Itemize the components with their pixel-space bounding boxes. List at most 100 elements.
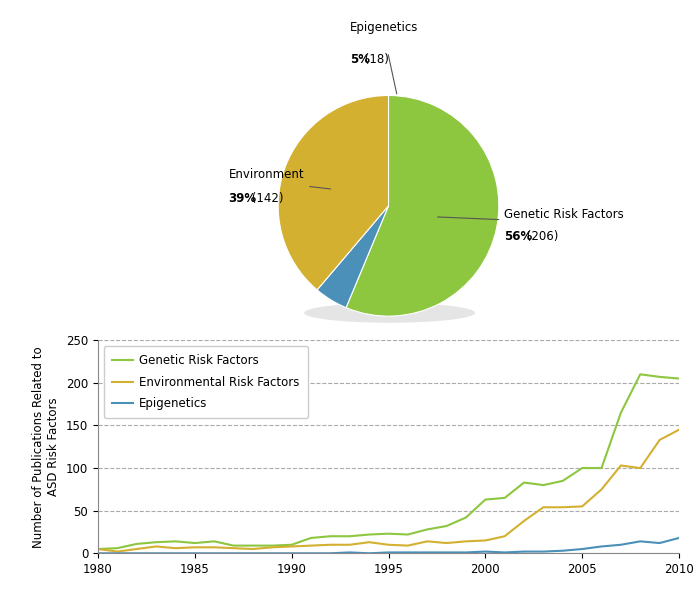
Environmental Risk Factors bbox=[172, 545, 180, 552]
Genetic Risk Factors bbox=[520, 479, 528, 486]
Environmental Risk Factors bbox=[307, 542, 315, 549]
Environmental Risk Factors bbox=[423, 537, 431, 545]
Epigenetics bbox=[617, 541, 625, 548]
Legend: Genetic Risk Factors, Environmental Risk Factors, Epigenetics: Genetic Risk Factors, Environmental Risk… bbox=[104, 346, 308, 418]
Genetic Risk Factors bbox=[230, 542, 238, 549]
Epigenetics bbox=[288, 550, 296, 557]
Genetic Risk Factors bbox=[539, 482, 547, 489]
Environmental Risk Factors bbox=[384, 541, 393, 548]
Environmental Risk Factors bbox=[636, 465, 645, 472]
Genetic Risk Factors bbox=[268, 542, 277, 549]
Epigenetics bbox=[384, 549, 393, 556]
Ellipse shape bbox=[304, 303, 475, 323]
Genetic Risk Factors bbox=[365, 531, 373, 538]
Environmental Risk Factors bbox=[462, 537, 470, 545]
Line: Epigenetics: Epigenetics bbox=[98, 538, 679, 553]
Environmental Risk Factors bbox=[404, 542, 412, 549]
Genetic Risk Factors bbox=[462, 514, 470, 521]
Environmental Risk Factors bbox=[113, 548, 122, 555]
Genetic Risk Factors bbox=[307, 534, 315, 542]
Line: Environmental Risk Factors: Environmental Risk Factors bbox=[98, 430, 679, 551]
Environmental Risk Factors bbox=[346, 541, 354, 548]
Genetic Risk Factors bbox=[423, 526, 431, 533]
Genetic Risk Factors bbox=[404, 531, 412, 538]
Epigenetics bbox=[404, 549, 412, 556]
Epigenetics bbox=[210, 550, 218, 557]
Environmental Risk Factors bbox=[365, 539, 373, 546]
Genetic Risk Factors bbox=[94, 545, 102, 553]
Environmental Risk Factors bbox=[248, 545, 257, 553]
Epigenetics bbox=[346, 549, 354, 556]
Environmental Risk Factors bbox=[559, 503, 567, 511]
Environmental Risk Factors bbox=[655, 437, 664, 444]
Wedge shape bbox=[346, 95, 499, 316]
Epigenetics bbox=[481, 548, 489, 555]
Epigenetics bbox=[152, 550, 160, 557]
Environmental Risk Factors bbox=[675, 426, 683, 434]
Genetic Risk Factors bbox=[152, 539, 160, 546]
Epigenetics bbox=[190, 550, 199, 557]
Environmental Risk Factors bbox=[230, 545, 238, 552]
Text: (206): (206) bbox=[523, 230, 558, 243]
Environmental Risk Factors bbox=[94, 545, 102, 553]
Genetic Risk Factors bbox=[113, 545, 122, 552]
Epigenetics bbox=[423, 549, 431, 556]
Epigenetics bbox=[636, 537, 645, 545]
Environmental Risk Factors bbox=[268, 544, 277, 551]
Environmental Risk Factors bbox=[210, 544, 218, 551]
Genetic Risk Factors bbox=[248, 542, 257, 549]
Epigenetics bbox=[500, 549, 509, 556]
Text: Environment
​: Environment ​ bbox=[228, 168, 330, 196]
Genetic Risk Factors bbox=[442, 522, 451, 530]
Genetic Risk Factors bbox=[578, 465, 587, 472]
Environmental Risk Factors bbox=[539, 503, 547, 511]
Text: 56%: 56% bbox=[504, 230, 533, 243]
Wedge shape bbox=[317, 206, 389, 308]
Genetic Risk Factors bbox=[346, 533, 354, 540]
Epigenetics bbox=[113, 550, 122, 557]
Environmental Risk Factors bbox=[288, 543, 296, 550]
Epigenetics bbox=[442, 549, 451, 556]
Genetic Risk Factors bbox=[132, 541, 141, 548]
Epigenetics bbox=[597, 543, 606, 550]
Genetic Risk Factors bbox=[172, 537, 180, 545]
Epigenetics bbox=[539, 548, 547, 555]
Environmental Risk Factors bbox=[190, 544, 199, 551]
Text: 5%: 5% bbox=[350, 53, 370, 66]
Text: (18): (18) bbox=[361, 53, 388, 66]
Epigenetics bbox=[326, 550, 335, 557]
Environmental Risk Factors bbox=[500, 533, 509, 540]
Epigenetics bbox=[578, 545, 587, 553]
Text: Genetic Risk Factors
​: Genetic Risk Factors ​ bbox=[438, 209, 624, 237]
Environmental Risk Factors bbox=[597, 486, 606, 493]
Environmental Risk Factors bbox=[481, 537, 489, 544]
Line: Genetic Risk Factors: Genetic Risk Factors bbox=[98, 375, 679, 549]
Epigenetics bbox=[520, 548, 528, 555]
Epigenetics bbox=[268, 550, 277, 557]
Environmental Risk Factors bbox=[132, 545, 141, 553]
Genetic Risk Factors bbox=[675, 375, 683, 382]
Environmental Risk Factors bbox=[520, 517, 528, 525]
Genetic Risk Factors bbox=[500, 494, 509, 502]
Genetic Risk Factors bbox=[617, 409, 625, 416]
Epigenetics bbox=[559, 547, 567, 554]
Environmental Risk Factors bbox=[578, 503, 587, 510]
Genetic Risk Factors bbox=[597, 465, 606, 472]
Environmental Risk Factors bbox=[326, 541, 335, 548]
Environmental Risk Factors bbox=[617, 462, 625, 469]
Epigenetics bbox=[655, 539, 664, 547]
Genetic Risk Factors bbox=[481, 496, 489, 503]
Genetic Risk Factors bbox=[384, 530, 393, 537]
Text: (142): (142) bbox=[248, 192, 284, 204]
Environmental Risk Factors bbox=[442, 539, 451, 547]
Epigenetics bbox=[462, 549, 470, 556]
Wedge shape bbox=[278, 95, 389, 290]
Text: Epigenetics
​: Epigenetics ​ bbox=[350, 21, 419, 94]
Y-axis label: Number of Publications Related to
ASD Risk Factors: Number of Publications Related to ASD Ri… bbox=[32, 346, 60, 548]
Epigenetics bbox=[94, 550, 102, 557]
Epigenetics bbox=[307, 550, 315, 557]
Environmental Risk Factors bbox=[152, 543, 160, 550]
Epigenetics bbox=[365, 550, 373, 557]
Genetic Risk Factors bbox=[655, 373, 664, 381]
Genetic Risk Factors bbox=[190, 539, 199, 547]
